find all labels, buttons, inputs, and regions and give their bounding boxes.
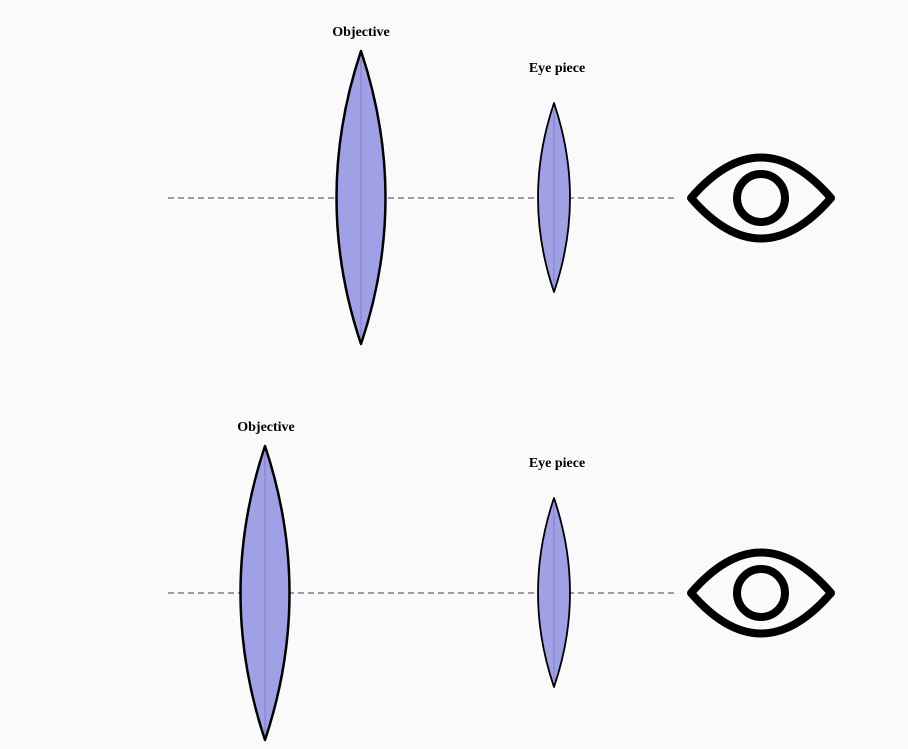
eye-icon [687,548,835,638]
eyepiece-label: Eye piece [529,456,585,471]
objective-label: Objective [332,25,390,40]
eye-icon [687,153,835,243]
eyepiece-label: Eye piece [529,61,585,76]
objective-label: Objective [237,420,295,435]
setup-2: Objective Eye piece [168,420,835,742]
objective-lens [335,49,387,346]
setup-1: Objective Eye piece [168,25,835,346]
eyepiece-lens [537,497,571,688]
objective-lens [239,444,291,742]
eyepiece-lens [537,102,571,293]
